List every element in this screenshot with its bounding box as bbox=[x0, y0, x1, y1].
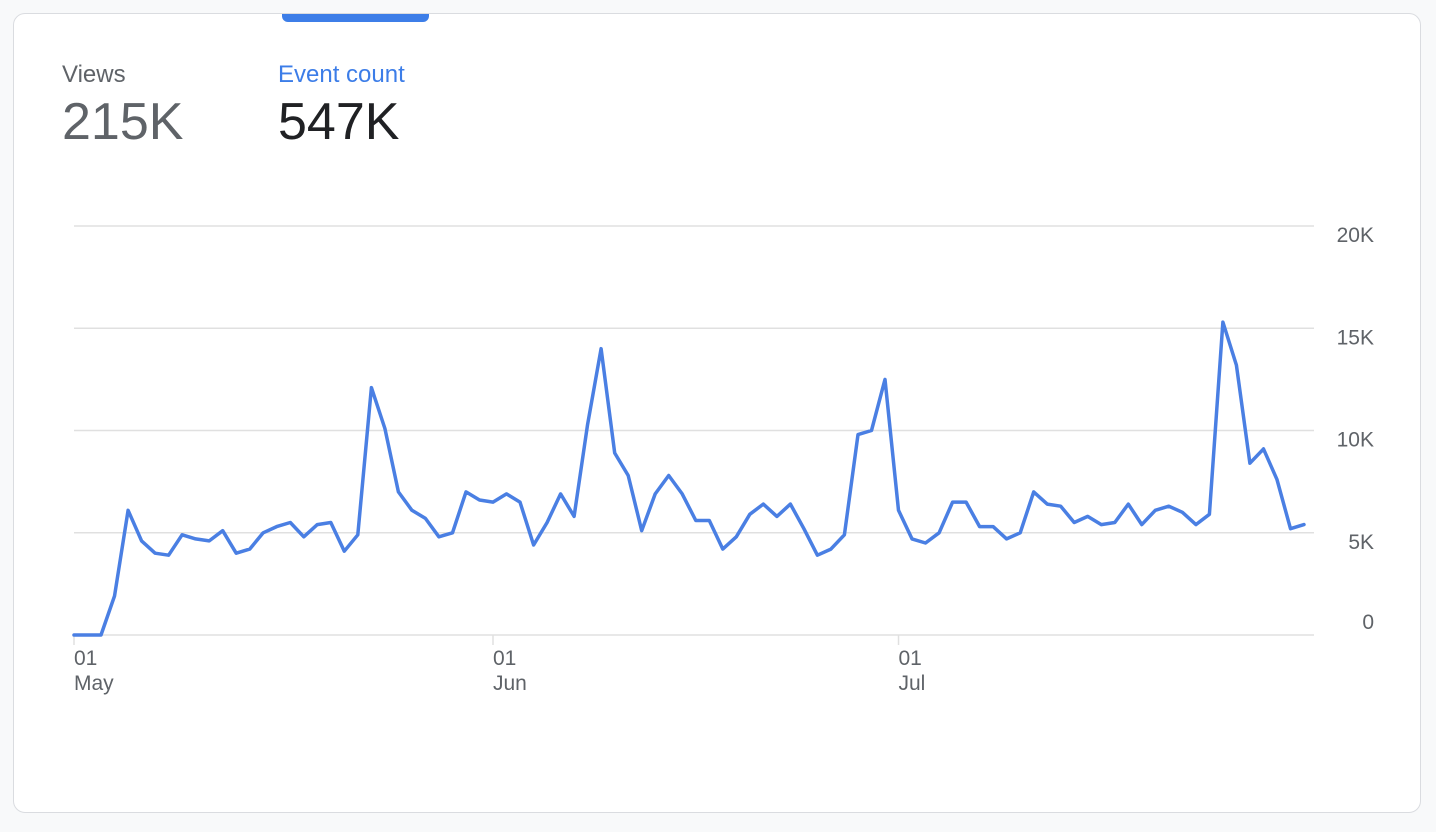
x-tick-day-Jul: 01 bbox=[899, 647, 922, 670]
event-count-metric-label: Event count bbox=[278, 61, 405, 88]
x-tick-day-May: 01 bbox=[74, 647, 97, 670]
y-tick-label-15K: 15K bbox=[1337, 326, 1374, 349]
chart-series bbox=[72, 320, 1306, 637]
y-tick-label-20K: 20K bbox=[1337, 224, 1374, 247]
views-metric-tab[interactable]: Views 215K bbox=[62, 60, 183, 152]
y-axis-ticks: 0 5K 10K 15K 20K bbox=[1337, 224, 1374, 634]
y-tick-label-5K: 5K bbox=[1348, 531, 1374, 554]
y-tick-label-0: 0 bbox=[1362, 611, 1374, 634]
event-count-metric-tab[interactable]: Event count 547K bbox=[278, 60, 405, 152]
x-tick-month-Jul: Jul bbox=[899, 672, 926, 695]
x-tick-day-Jun: 01 bbox=[493, 647, 516, 670]
event-count-metric-value: 547K bbox=[278, 93, 400, 151]
active-tab-indicator bbox=[282, 14, 429, 22]
x-tick-month-Jun: Jun bbox=[493, 672, 527, 695]
series-line-0 bbox=[72, 320, 1306, 637]
y-tick-label-10K: 10K bbox=[1337, 429, 1374, 452]
chart-gridlines bbox=[74, 225, 1314, 636]
event-count-card: Views 215K Event count 547K 0 5K 10K 15K 20K… bbox=[13, 13, 1421, 813]
views-metric-value: 215K bbox=[62, 93, 184, 151]
x-tick-month-May: May bbox=[74, 672, 114, 695]
views-metric-label: Views bbox=[62, 61, 126, 88]
